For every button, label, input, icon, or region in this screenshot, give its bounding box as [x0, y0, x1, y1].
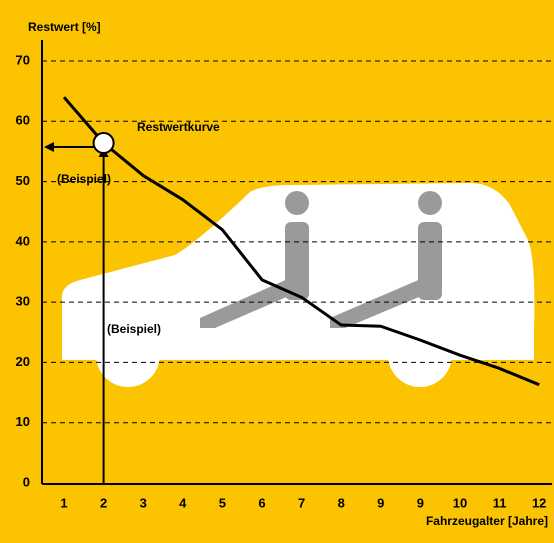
- x-tick-label: 12: [532, 495, 546, 510]
- y-tick-label: 40: [16, 233, 30, 248]
- y-tick-label: 10: [16, 414, 30, 429]
- y-axis-title: Restwert [%]: [28, 20, 101, 34]
- annotation: (Beispiel): [57, 172, 111, 186]
- x-axis-title: Fahrzeugalter [Jahre]: [426, 514, 548, 528]
- x-tick-label: 1: [60, 495, 67, 510]
- y-tick-label: 50: [16, 173, 30, 188]
- y-tick-label: 70: [16, 52, 30, 67]
- chart: Restwert [%] Fahrzeugalter [Jahre] 0 10 20…: [0, 0, 554, 543]
- y-tick-label: 60: [16, 113, 30, 128]
- x-tick-label: 8: [338, 495, 345, 510]
- y-tick-label: 30: [16, 294, 30, 309]
- y-tick-label: 0: [23, 474, 30, 489]
- x-tick-label: 4: [179, 495, 187, 510]
- series-label: Restwertkurve: [137, 120, 220, 134]
- annotation: (Beispiel): [107, 322, 161, 336]
- x-tick-label: 6: [258, 495, 265, 510]
- x-tick-label: 2: [100, 495, 107, 510]
- x-tick-label: 11: [493, 495, 507, 510]
- x-tick-label: 9: [417, 495, 424, 510]
- y-tick-label: 20: [16, 354, 30, 369]
- x-tick-label: 5: [219, 495, 226, 510]
- example-point: [94, 133, 114, 153]
- x-tick-label: 9: [377, 495, 384, 510]
- x-tick-label: 7: [298, 495, 305, 510]
- x-tick-label: 3: [140, 495, 147, 510]
- x-tick-label: 10: [453, 495, 467, 510]
- page: {"chart_data": {"type": "line", "title":…: [0, 0, 554, 543]
